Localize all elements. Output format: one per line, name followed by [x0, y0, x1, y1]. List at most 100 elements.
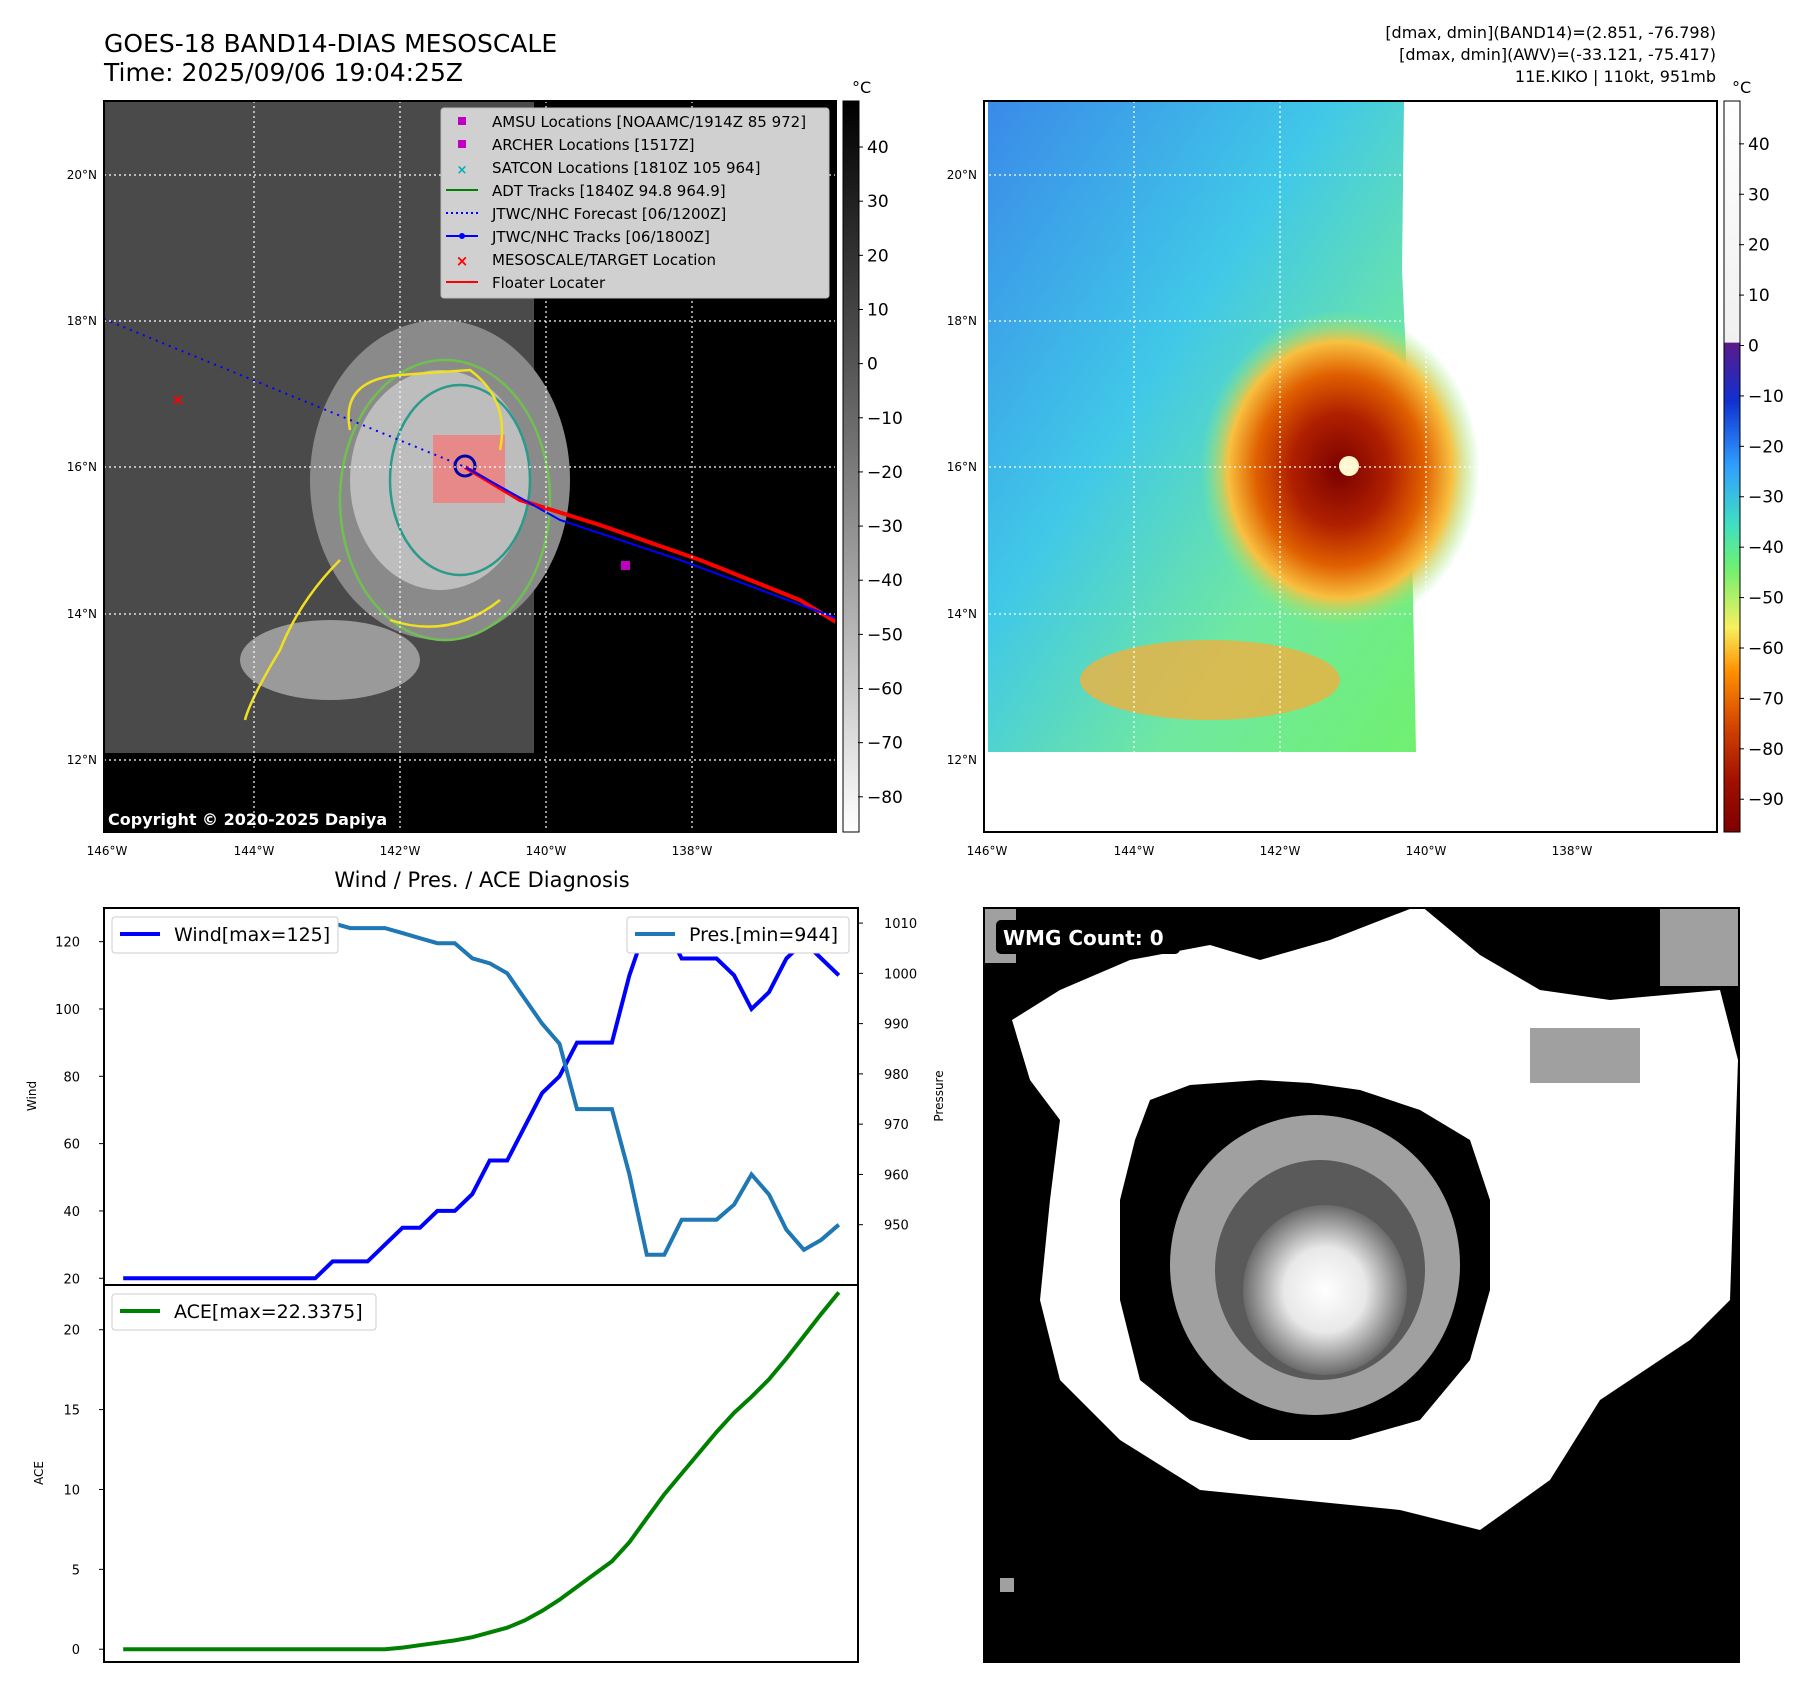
- gray-colorbar-tick-label: 40: [867, 138, 889, 158]
- storm-info: 11E.KIKO | 110kt, 951mb: [1515, 67, 1716, 86]
- diagnosis-title: Wind / Pres. / ACE Diagnosis: [334, 868, 629, 892]
- ace-axis-tick-label: 15: [63, 1404, 80, 1419]
- pressure-axis-tick-label: 990: [884, 1018, 909, 1033]
- legend-label-amsu: AMSU Locations [NOAAMC/1914Z 85 972]: [492, 113, 806, 131]
- wind-legend-label: Wind[max=125]: [174, 924, 330, 946]
- wind-axis-tick-label: 20: [63, 1272, 80, 1287]
- target-marker: ×: [171, 390, 184, 409]
- ace-plot-frame: [103, 1284, 859, 1663]
- color-lat-label-16n: 16°N: [947, 460, 977, 474]
- wmg-frame: [983, 907, 1740, 1663]
- wind-legend: Wind[max=125]: [111, 916, 339, 954]
- ace-legend: ACE[max=22.3375]: [111, 1293, 377, 1331]
- wmg-corner-gray-right: [1660, 908, 1739, 986]
- color-colorbar-tick-label: −30: [1748, 488, 1784, 508]
- color-map-lon-labels: 146°W 144°W 142°W 140°W 138°W: [967, 844, 1593, 858]
- color-lat-label-18n: 18°N: [947, 314, 977, 328]
- wmg-panel: WMG Count: 0: [984, 905, 1739, 1662]
- legend-symbol-archer: [458, 140, 466, 148]
- legend-label-target: MESOSCALE/TARGET Location: [492, 251, 716, 269]
- eye-contour: [453, 454, 477, 478]
- color-map-panel: [984, 101, 1717, 832]
- legend-label-floater: Floater Locater: [492, 274, 606, 292]
- color-lon-label-138w: 138°W: [1552, 844, 1593, 858]
- wind-pres-plot-frame: [103, 907, 859, 1286]
- wmg-label-box: [996, 920, 1180, 954]
- wind-legend-box: [111, 916, 339, 954]
- rain-band-color: [1080, 640, 1340, 720]
- gray-colorbar-ticks: 40 30 20 10 0 −10 −20 −30 −40 −50 −60 −70 −80: [858, 138, 903, 808]
- wind-axis-tick-label: 40: [63, 1205, 80, 1220]
- ace-axis-tick-label: 20: [63, 1324, 80, 1339]
- lat-label-20n: 20°N: [67, 168, 97, 182]
- gray-colorbar-tick-label: −20: [867, 463, 903, 483]
- color-colorbar-tick-label: −90: [1748, 790, 1784, 810]
- ace-axis-tick-label: 0: [72, 1643, 80, 1658]
- pressure-axis-tick-label: 1000: [884, 967, 917, 982]
- gray-colorbar-tick-label: −40: [867, 571, 903, 591]
- lon-label-146w: 146°W: [87, 844, 128, 858]
- color-colorbar: [1723, 100, 1741, 833]
- ace-axis-label: ACE: [32, 1461, 46, 1485]
- ace-legend-label: ACE[max=22.3375]: [174, 1301, 363, 1323]
- gray-colorbar-tick-label: −60: [867, 680, 903, 700]
- best-track: [464, 466, 836, 619]
- lat-label-14n: 14°N: [67, 607, 97, 621]
- gray-colorbar-unit: °C: [852, 78, 871, 97]
- lon-label-140w: 140°W: [526, 844, 567, 858]
- legend-label-archer: ARCHER Locations [1517Z]: [492, 136, 695, 154]
- ir-map-lon-labels: 146°W 144°W 142°W 140°W 138°W: [87, 844, 713, 858]
- copyright-text: Copyright © 2020-2025 Dapiya: [108, 810, 387, 829]
- color-colorbar-tick-label: 10: [1748, 286, 1770, 306]
- color-colorbar-tick-label: 40: [1748, 135, 1770, 155]
- color-colorbar-tick-label: 0: [1748, 337, 1759, 357]
- gray-colorbar-tick-label: −10: [867, 409, 903, 429]
- legend-label-adt: ADT Tracks [1840Z 94.8 964.9]: [492, 182, 726, 200]
- amsu-marker: [621, 561, 630, 570]
- map-legend: × × AMSU Locations [NOAAMC/1914Z 85 972]…: [440, 107, 830, 299]
- legend-box: [440, 107, 830, 299]
- legend-label-tracks: JTWC/NHC Tracks [06/1800Z]: [491, 228, 710, 246]
- color-colorbar-tick-label: −10: [1748, 387, 1784, 407]
- color-colorbar-tick-label: −70: [1748, 689, 1784, 709]
- pressure-legend-box: [626, 916, 850, 954]
- wind-axis-tick-label: 100: [55, 1003, 80, 1018]
- color-lon-label-140w: 140°W: [1406, 844, 1447, 858]
- gray-colorbar-tick-label: −80: [867, 788, 903, 808]
- stats-band14: [dmax, dmin](BAND14)=(2.851, -76.798): [1385, 23, 1716, 42]
- wmg-gray-patch: [1530, 1028, 1640, 1083]
- contour-teal: [388, 383, 532, 577]
- lat-label-12n: 12°N: [67, 753, 97, 767]
- wind-axis-label: Wind: [25, 1081, 39, 1111]
- ir-map-lat-labels: 20°N 18°N 16°N 14°N 12°N: [67, 168, 97, 767]
- color-colorbar-tick-label: −80: [1748, 740, 1784, 760]
- color-colorbar-ticks: 40 30 20 10 0 −10 −20 −30 −40 −50 −60 −70 −80 −90: [1739, 135, 1784, 810]
- wmg-eye: [1243, 1205, 1407, 1375]
- color-colorbar-tick-label: −40: [1748, 538, 1784, 558]
- lat-label-16n: 16°N: [67, 460, 97, 474]
- color-map-frame: [983, 100, 1718, 833]
- pressure-axis-tick-label: 980: [884, 1068, 909, 1083]
- pressure-legend-label: Pres.[min=944]: [689, 924, 838, 946]
- gray-colorbar-tick-label: 10: [867, 300, 889, 320]
- contour-green: [338, 358, 552, 642]
- pressure-axis-label: Pressure: [932, 1070, 946, 1121]
- color-map-cutout: [1404, 101, 1424, 301]
- legend-symbol-satcon: ×: [457, 163, 468, 178]
- wind-axis-tick-label: 80: [63, 1070, 80, 1085]
- wind-axis-tick-label: 60: [63, 1138, 80, 1153]
- stats-awv: [dmax, dmin](AWV)=(-33.121, -75.417): [1399, 45, 1716, 64]
- wind-series-line: [123, 922, 841, 1281]
- wind-axis-tick-label: 120: [55, 936, 80, 951]
- pressure-axis-ticks: 950 960 970 980 990 1000 1010: [858, 917, 917, 1234]
- color-colorbar-tick-label: −60: [1748, 639, 1784, 659]
- figure-title: GOES-18 BAND14-DIAS MESOSCALE: [104, 29, 557, 58]
- cloud-band: [240, 620, 420, 700]
- color-colorbar-tick-label: 30: [1748, 185, 1770, 205]
- ace-axis-tick-label: 5: [72, 1563, 80, 1578]
- legend-label-forecast: JTWC/NHC Forecast [06/1200Z]: [491, 205, 726, 223]
- lat-label-18n: 18°N: [67, 314, 97, 328]
- ace-axis-tick-label: 10: [63, 1483, 80, 1498]
- gray-colorbar: [842, 100, 860, 833]
